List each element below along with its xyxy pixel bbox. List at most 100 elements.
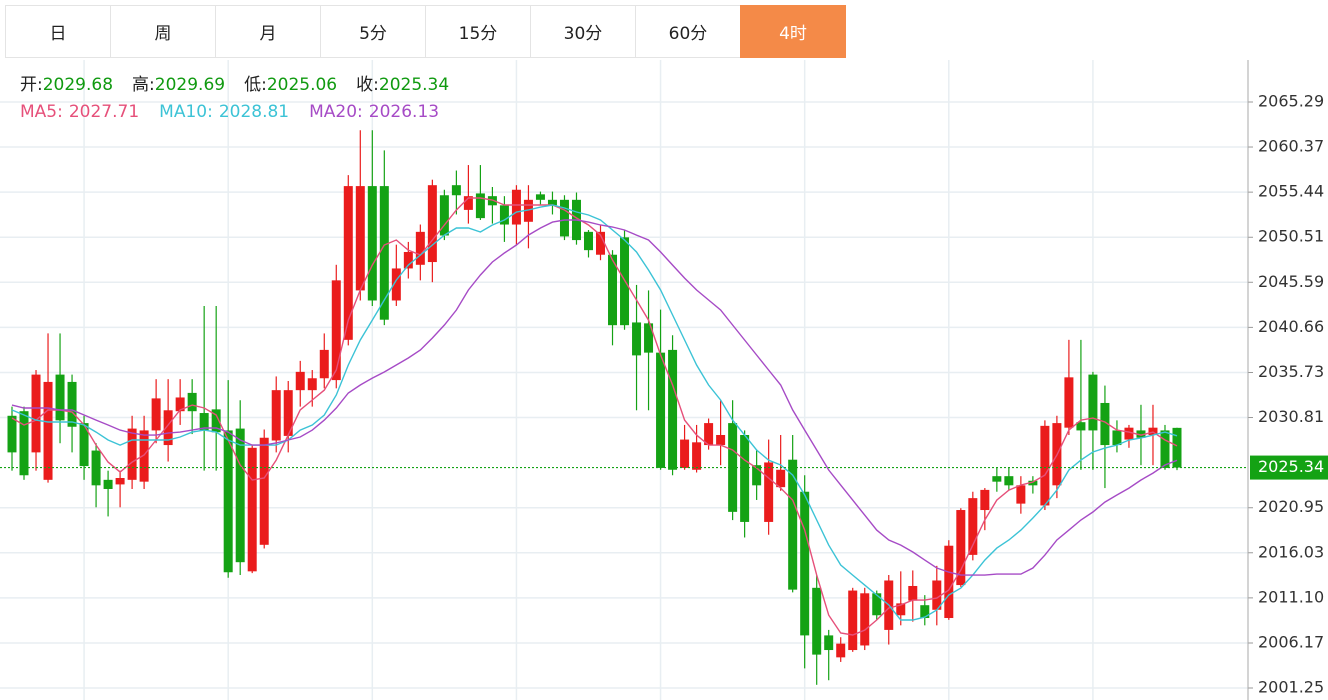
y-tick-label: 2035.73 [1258, 362, 1324, 381]
candle-body [836, 643, 846, 658]
y-tick-label: 2040.66 [1258, 317, 1324, 336]
candle-body [764, 462, 774, 522]
candle-body [367, 186, 377, 301]
candle-body [319, 349, 329, 379]
candle-body [463, 196, 473, 210]
candle-body [55, 374, 65, 421]
candle-body [824, 635, 834, 651]
candle-body [403, 251, 413, 269]
candle-body [848, 590, 858, 651]
tab-bar: 日周月 5分 15分 30分 60分 4时 [5, 5, 846, 58]
tab[interactable]: 15分 [425, 5, 531, 58]
candle-body [908, 585, 918, 601]
candle-body [67, 381, 77, 427]
tab[interactable]: 60分 [635, 5, 741, 58]
candle-body [680, 439, 690, 468]
candle-body [535, 194, 545, 200]
candle-body [644, 323, 654, 353]
candle-body [151, 398, 161, 431]
candle-body [1064, 377, 1074, 428]
candle-body [331, 280, 341, 381]
ohlc-value: 2029.68 [42, 75, 114, 95]
candle-body [992, 476, 1002, 482]
tab[interactable]: 30分 [530, 5, 636, 58]
candle-body [127, 428, 137, 480]
candle-body [511, 189, 521, 225]
candle-body [523, 199, 533, 222]
candle-body [103, 479, 113, 489]
candle-body [43, 381, 53, 480]
ohlc-label: 高: [132, 75, 155, 95]
candle-body [632, 322, 642, 356]
candle-body [547, 199, 557, 206]
candle-body [115, 478, 125, 485]
candle-body [1040, 425, 1050, 506]
candle-body [559, 199, 569, 237]
ohlc-value: 2025.34 [378, 75, 450, 95]
candle-body [956, 510, 966, 586]
y-tick-label: 2050.51 [1258, 227, 1324, 246]
candle-body [1028, 480, 1038, 486]
last-price-label: 2025.34 [1258, 457, 1324, 476]
candle-body [920, 605, 930, 619]
candle-body [1136, 430, 1146, 438]
candle-body [596, 231, 606, 255]
tab[interactable]: 月 [215, 5, 321, 58]
ohlc-label: 收: [356, 75, 379, 95]
candle-body [692, 442, 702, 470]
candle-body [295, 371, 305, 391]
candle-body [704, 423, 714, 446]
candle-body [307, 378, 317, 391]
candle-body [199, 413, 209, 431]
tab[interactable]: 4时 [740, 5, 846, 58]
y-tick-label: 2065.29 [1258, 92, 1324, 111]
ohlc-value: 2025.06 [266, 75, 338, 95]
candle-body [668, 349, 678, 470]
candle-body [583, 231, 593, 251]
candle-body [175, 397, 185, 412]
candle-body [896, 603, 906, 616]
tab[interactable]: 5分 [320, 5, 426, 58]
candle-body [716, 434, 726, 446]
candle-body [1172, 427, 1182, 468]
candle-body [1100, 402, 1110, 446]
candle-body [355, 186, 365, 291]
y-tick-label: 2016.03 [1258, 542, 1324, 561]
legend-value: 2026.13 [368, 102, 440, 122]
candle-body [451, 185, 461, 196]
candle-body [932, 580, 942, 610]
candle-body [800, 491, 810, 636]
candle-body [752, 465, 762, 486]
candle-body [1088, 374, 1098, 431]
candle-body [1148, 427, 1158, 435]
candle-body [211, 409, 221, 433]
candle-body [1076, 422, 1086, 431]
candle-body [163, 410, 173, 446]
ma-line [11, 204, 1178, 621]
tab[interactable]: 周 [110, 5, 216, 58]
ma-line [11, 197, 1178, 636]
candle-body [79, 423, 89, 467]
candle-body [608, 254, 618, 326]
candle-body [139, 430, 149, 482]
y-tick-label: 2001.25 [1258, 678, 1324, 697]
candle-body [656, 352, 666, 468]
legend-label: MA20: [309, 102, 363, 122]
ohlc-value: 2029.69 [154, 75, 226, 95]
candle-body [19, 411, 29, 476]
candle-body [31, 374, 41, 453]
candle-body [391, 268, 401, 301]
legend-label: MA5: [20, 102, 63, 122]
y-tick-label: 2060.37 [1258, 137, 1324, 156]
candle-body [379, 186, 389, 320]
candle-body [427, 185, 437, 263]
tab[interactable]: 日 [5, 5, 111, 58]
candle-body [259, 437, 269, 545]
candle-body [1160, 430, 1170, 468]
y-tick-label: 2020.95 [1258, 497, 1324, 516]
candle-body [968, 498, 978, 555]
candle-body [776, 469, 786, 488]
y-tick-label: 2055.44 [1258, 182, 1324, 201]
